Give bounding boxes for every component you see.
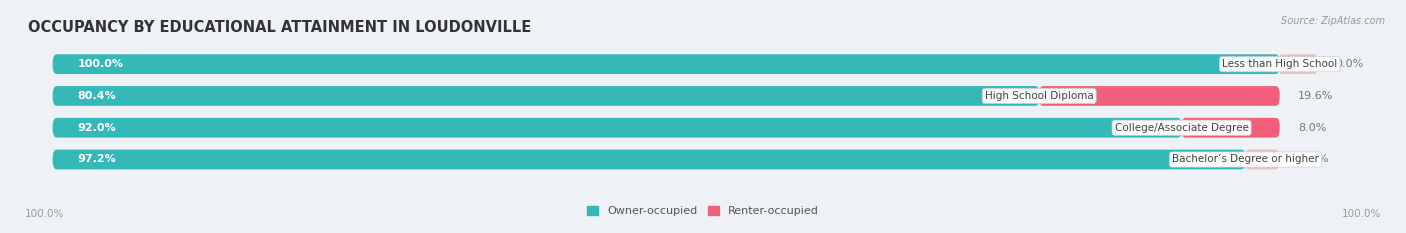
Legend: Owner-occupied, Renter-occupied: Owner-occupied, Renter-occupied xyxy=(582,202,824,221)
FancyBboxPatch shape xyxy=(1181,118,1279,137)
FancyBboxPatch shape xyxy=(1039,86,1279,106)
Text: Source: ZipAtlas.com: Source: ZipAtlas.com xyxy=(1281,16,1385,26)
FancyBboxPatch shape xyxy=(52,150,1246,169)
Text: 80.4%: 80.4% xyxy=(77,91,115,101)
FancyBboxPatch shape xyxy=(1246,150,1279,169)
Text: 100.0%: 100.0% xyxy=(1341,209,1381,219)
FancyBboxPatch shape xyxy=(52,118,1181,137)
Text: College/Associate Degree: College/Associate Degree xyxy=(1115,123,1249,133)
Text: 92.0%: 92.0% xyxy=(77,123,115,133)
Text: 100.0%: 100.0% xyxy=(77,59,124,69)
FancyBboxPatch shape xyxy=(52,150,1279,169)
Text: Less than High School: Less than High School xyxy=(1222,59,1337,69)
FancyBboxPatch shape xyxy=(1279,54,1316,74)
FancyBboxPatch shape xyxy=(52,118,1279,137)
FancyBboxPatch shape xyxy=(52,54,1279,74)
Text: Bachelor’s Degree or higher: Bachelor’s Degree or higher xyxy=(1173,154,1319,164)
Text: High School Diploma: High School Diploma xyxy=(984,91,1094,101)
Text: 8.0%: 8.0% xyxy=(1298,123,1326,133)
Text: 19.6%: 19.6% xyxy=(1298,91,1333,101)
Text: OCCUPANCY BY EDUCATIONAL ATTAINMENT IN LOUDONVILLE: OCCUPANCY BY EDUCATIONAL ATTAINMENT IN L… xyxy=(28,20,531,35)
FancyBboxPatch shape xyxy=(52,86,1279,106)
Text: 100.0%: 100.0% xyxy=(25,209,65,219)
FancyBboxPatch shape xyxy=(52,54,1279,74)
FancyBboxPatch shape xyxy=(52,86,1039,106)
Text: 2.8%: 2.8% xyxy=(1301,154,1329,164)
Text: 0.0%: 0.0% xyxy=(1334,59,1364,69)
Text: 97.2%: 97.2% xyxy=(77,154,115,164)
